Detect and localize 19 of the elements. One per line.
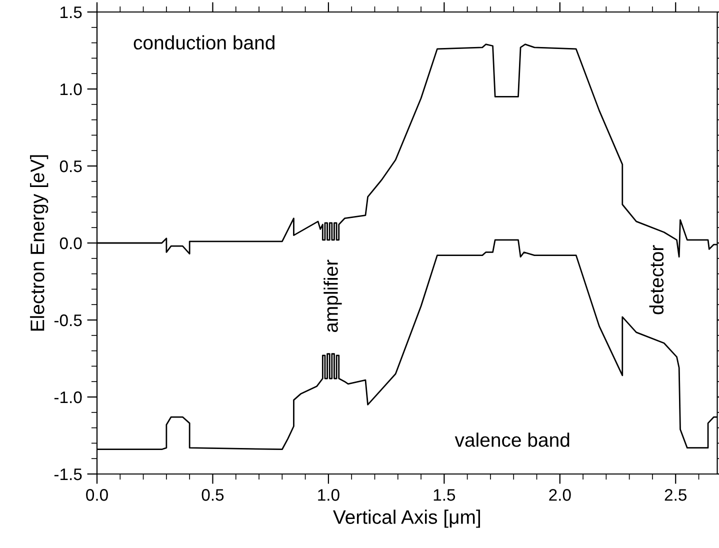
x-tick-label: 1.5: [434, 489, 456, 501]
y-tick-label: 1.5: [60, 6, 82, 18]
y-tick-label: -1.5: [54, 468, 82, 480]
annotation: conduction band: [134, 35, 274, 50]
x-tick-label: 0.5: [202, 489, 224, 501]
x-tick-label: 0.0: [86, 489, 108, 501]
y-tick-label: -0.5: [54, 314, 82, 326]
y-tick-label: -1.0: [54, 391, 82, 404]
y-tick-label: 0.5: [60, 160, 82, 172]
annotation: amplifier: [324, 260, 342, 332]
x-axis-title: Vertical Axis [μm]: [333, 510, 480, 528]
y-tick-label: 0.0: [60, 237, 82, 250]
y-tick-label: 1.0: [60, 83, 82, 96]
x-tick-label: 2.0: [549, 489, 571, 501]
x-tick-label: 1.0: [318, 489, 340, 501]
x-tick-label: 2.5: [664, 489, 687, 501]
annotation: valence band: [454, 432, 570, 447]
y-axis-title: Electron Energy [eV]: [30, 155, 48, 331]
annotation: detector: [649, 245, 664, 314]
